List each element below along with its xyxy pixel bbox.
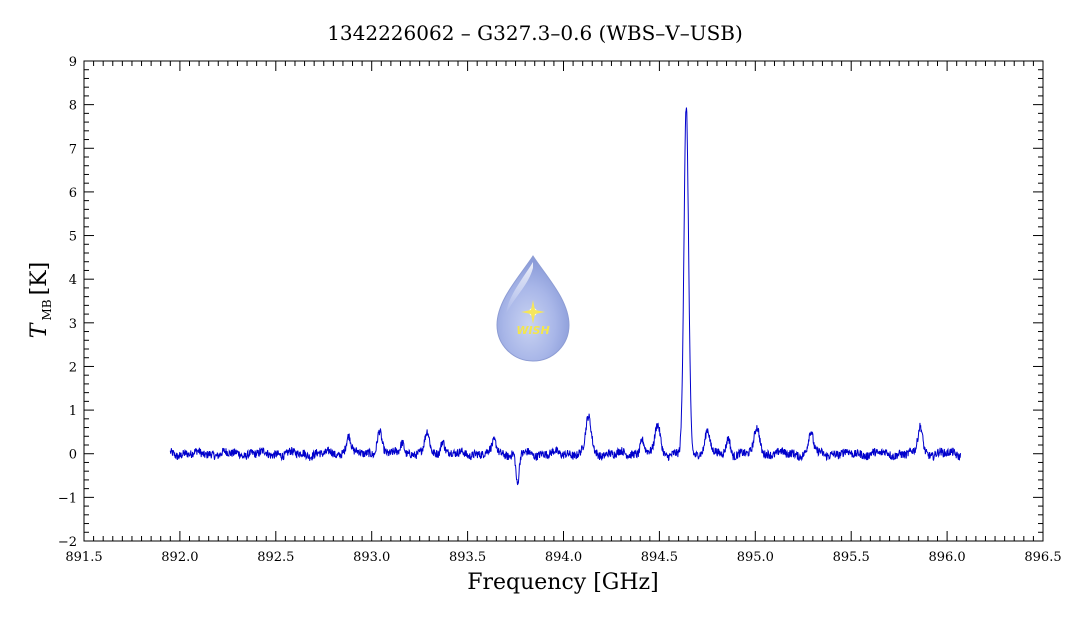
logo-text: WISH <box>516 324 549 337</box>
x-tick-label: 895.5 <box>833 550 870 565</box>
x-tick-label: 896.5 <box>1024 550 1061 565</box>
y-axis-subscript: MB <box>40 299 54 320</box>
spectrum-series-line <box>169 107 962 486</box>
y-tick-label: 8 <box>69 99 77 114</box>
chart-title: 1342226062 – G327.3–0.6 (WBS–V–USB) <box>327 21 743 45</box>
y-tick-label: −1 <box>58 491 77 506</box>
y-axis-label: TMB [K] <box>27 262 54 338</box>
y-tick-label: 3 <box>69 317 77 332</box>
x-tick-label: 896.0 <box>928 550 965 565</box>
plot-frame <box>83 60 1044 542</box>
x-tick-label: 895.0 <box>737 550 774 565</box>
y-axis: −2 −1 0 1 2 3 4 5 6 7 8 9 <box>58 55 1043 550</box>
x-tick-label: 894.5 <box>641 550 678 565</box>
svg-text:TMB[K]: TMB [K] <box>27 262 54 338</box>
star-icon <box>521 300 545 324</box>
y-axis-symbol: T <box>27 321 52 338</box>
y-tick-label: 0 <box>69 448 77 463</box>
x-tick-label: 894.0 <box>545 550 582 565</box>
y-tick-label: 2 <box>69 360 77 375</box>
y-axis-unit: [K] <box>27 262 52 296</box>
y-tick-label: −2 <box>58 535 77 550</box>
x-tick-label: 892.5 <box>257 550 294 565</box>
x-tick-label: 891.5 <box>65 550 102 565</box>
y-tick-label: 4 <box>69 273 77 288</box>
wish-logo: WISH <box>496 255 570 362</box>
y-tick-label: 1 <box>69 404 77 419</box>
x-tick-label: 893.5 <box>449 550 486 565</box>
y-tick-label: 5 <box>69 230 77 245</box>
x-axis: 891.5 892.0 892.5 893.0 893.5 894.0 894.5 895.0… <box>65 61 1062 565</box>
y-tick-label: 9 <box>69 55 77 70</box>
x-tick-label: 892.0 <box>161 550 198 565</box>
y-tick-label: 7 <box>69 142 77 157</box>
y-tick-label: 6 <box>69 186 77 201</box>
x-axis-label: Frequency [GHz] <box>467 570 659 595</box>
x-tick-label: 893.0 <box>353 550 390 565</box>
